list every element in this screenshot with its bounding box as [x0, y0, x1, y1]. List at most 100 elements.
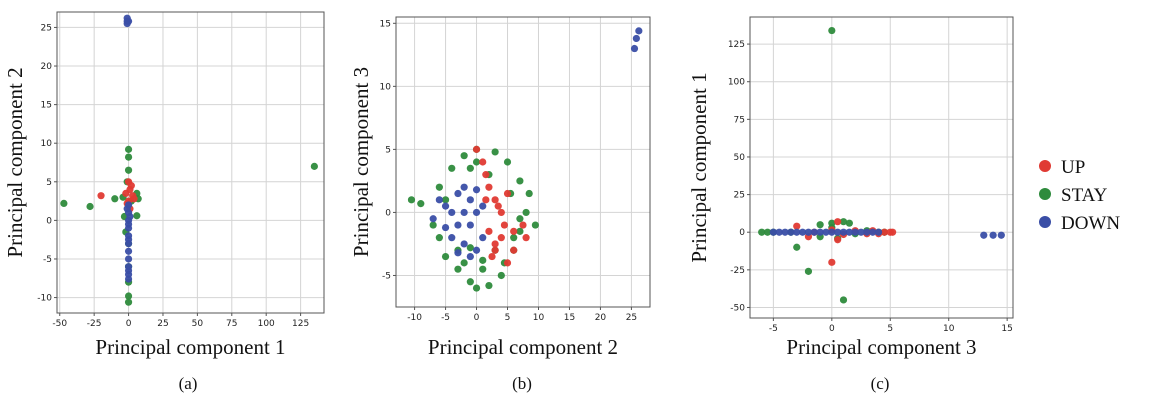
point-down [799, 228, 807, 236]
point-up [500, 221, 509, 229]
point-up [488, 252, 496, 261]
point-down [466, 196, 474, 204]
point-up [494, 202, 502, 210]
point-stay [839, 218, 848, 226]
point-up [503, 259, 512, 267]
x-tick-label: 75 [226, 319, 237, 329]
point-down [460, 208, 468, 217]
point-stay [124, 145, 133, 153]
y-tick-label: -50 [730, 303, 745, 313]
y-tick-label: 5 [385, 145, 391, 155]
point-up [522, 234, 530, 242]
point-down [124, 201, 133, 209]
point-down [124, 266, 133, 275]
y-tick-label: -5 [43, 255, 52, 265]
y-tick-label: 20 [41, 62, 53, 72]
plot-frame [395, 16, 651, 308]
point-down [997, 231, 1005, 239]
point-stay [522, 208, 530, 217]
point-down [124, 247, 133, 255]
point-down [775, 228, 783, 236]
y-tick-label: 15 [380, 19, 391, 29]
point-stay [525, 189, 533, 198]
x-tick-label: -10 [407, 313, 422, 323]
point-stay [485, 281, 493, 290]
point-down [472, 186, 481, 194]
point-down [448, 208, 456, 217]
point-up [485, 227, 493, 235]
point-up [497, 234, 505, 242]
panel-caption: (a) [179, 374, 198, 393]
point-down [787, 228, 795, 236]
point-up [479, 158, 487, 166]
point-stay [124, 298, 133, 306]
y-tick-label: 0 [385, 208, 391, 218]
point-up [889, 228, 897, 236]
point-up [497, 208, 505, 217]
y-tick-label: 0 [46, 216, 52, 226]
x-tick-label: 25 [157, 319, 168, 329]
y-tick-label: 125 [728, 40, 745, 50]
point-down [980, 231, 988, 239]
point-down [828, 228, 836, 236]
y-axis-label: Principal component 2 [3, 67, 27, 257]
y-tick-label: 10 [41, 139, 53, 149]
point-down [454, 249, 462, 257]
point-up [793, 222, 801, 230]
point-stay [479, 256, 487, 264]
point-up [828, 258, 836, 266]
point-down [781, 228, 789, 236]
point-stay [441, 196, 450, 204]
point-stay [472, 158, 481, 166]
legend-marker-up [1039, 160, 1051, 172]
point-stay [124, 166, 133, 174]
x-tick-label: 5 [887, 324, 893, 334]
point-stay [472, 284, 481, 292]
y-tick-label: 100 [728, 78, 745, 88]
x-tick-label: 15 [1001, 324, 1012, 334]
scatter-points [60, 14, 318, 306]
point-down [804, 228, 813, 236]
x-tick-label: 125 [292, 319, 309, 329]
point-up [834, 218, 842, 226]
y-tick-label: 25 [734, 191, 745, 201]
x-axis-label: Principal component 1 [95, 335, 285, 359]
point-stay [417, 200, 425, 208]
point-up [491, 246, 499, 254]
point-stay [804, 267, 813, 275]
legend-label-stay: STAY [1061, 185, 1108, 206]
point-up [130, 195, 138, 203]
point-stay [497, 271, 505, 280]
point-stay [466, 278, 474, 286]
point-stay [816, 221, 824, 229]
chart-panel-b: -10 -5 0 5 10 15 20 25 -5 0 5 10 15 Principal compone… [349, 16, 651, 393]
y-axis-label: Principal component 3 [349, 67, 373, 257]
y-tick-label: 50 [734, 153, 746, 163]
point-stay [60, 199, 68, 208]
point-stay [845, 219, 853, 227]
x-tick-label: 100 [258, 319, 275, 329]
y-tick-label: 15 [41, 101, 52, 111]
x-tick-label: -5 [441, 313, 450, 323]
legend-marker-stay [1039, 188, 1051, 200]
x-tick-label: 10 [533, 313, 545, 323]
point-stay [763, 228, 772, 236]
x-tick-label: -50 [52, 319, 67, 329]
point-up [485, 183, 493, 191]
point-down [460, 240, 468, 248]
y-tick-label: -10 [37, 294, 52, 304]
scatter-points [407, 27, 643, 292]
point-down [466, 221, 474, 229]
point-stay [839, 296, 848, 304]
point-up [880, 228, 889, 236]
point-down [857, 228, 865, 236]
x-tick-label: 50 [192, 319, 204, 329]
point-stay [516, 215, 524, 223]
y-tick-label: 10 [380, 82, 392, 92]
point-stay [435, 234, 443, 242]
x-axis-label: Principal component 3 [786, 335, 976, 359]
point-stay [466, 164, 474, 172]
point-down [793, 228, 801, 236]
legend-label-up: UP [1061, 157, 1085, 178]
